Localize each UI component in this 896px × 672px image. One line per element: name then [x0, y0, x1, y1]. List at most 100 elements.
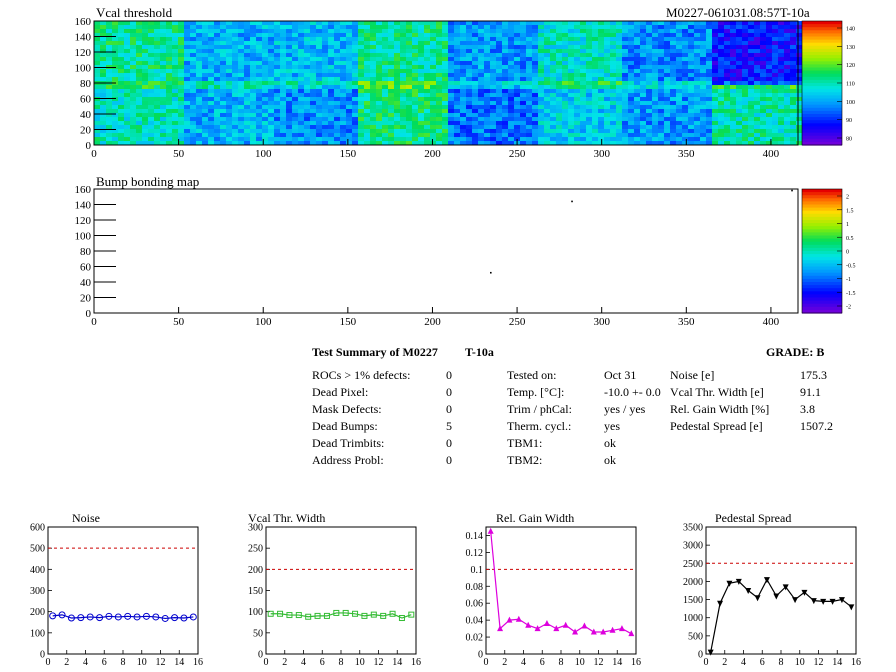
heat-cell	[178, 125, 185, 130]
heat-cell	[508, 117, 515, 122]
data-point	[726, 580, 733, 587]
x-tick-label: 6	[760, 657, 765, 668]
heat-cell	[346, 45, 353, 50]
heat-cell	[280, 89, 287, 94]
heat-cell	[760, 29, 767, 34]
heat-cell	[556, 141, 563, 146]
heat-cell	[298, 57, 305, 62]
heat-cell	[352, 109, 359, 114]
heat-cell	[130, 97, 137, 102]
heat-cell	[130, 101, 137, 106]
heat-cell	[670, 61, 677, 66]
heat-cell	[412, 125, 419, 130]
heat-cell	[598, 69, 605, 74]
heat-cell	[286, 73, 293, 78]
heat-cell	[448, 109, 455, 114]
heat-cell	[526, 125, 533, 130]
heat-cell	[304, 29, 311, 34]
heat-cell	[328, 29, 335, 34]
heat-cell	[652, 41, 659, 46]
heat-cell	[514, 53, 521, 58]
heat-cell	[454, 137, 461, 142]
heat-cell	[616, 45, 623, 50]
heat-cell	[226, 137, 233, 142]
heat-cell	[772, 125, 779, 130]
heat-cell	[274, 85, 281, 90]
heat-cell	[352, 93, 359, 98]
heat-cell	[202, 21, 209, 26]
heat-cell	[424, 129, 431, 134]
heat-cell	[394, 133, 401, 138]
heat-cell	[196, 105, 203, 110]
heat-cell	[232, 101, 239, 106]
heat-cell	[646, 105, 653, 110]
heat-cell	[112, 129, 119, 134]
heat-cell	[796, 61, 803, 66]
heat-cell	[604, 133, 611, 138]
heat-cell	[298, 25, 305, 30]
heat-cell	[130, 109, 137, 114]
heat-cell	[712, 69, 719, 74]
heat-cell	[298, 69, 305, 74]
heat-cell	[502, 69, 509, 74]
heat-cell	[706, 41, 713, 46]
heat-cell	[754, 69, 761, 74]
heat-cell	[658, 73, 665, 78]
heat-cell	[658, 57, 665, 62]
heat-cell	[394, 21, 401, 26]
heat-cell	[310, 89, 317, 94]
heat-cell	[148, 37, 155, 42]
heat-cell	[754, 73, 761, 78]
heat-cell	[496, 53, 503, 58]
heat-cell	[760, 61, 767, 66]
heat-cell	[778, 69, 785, 74]
heat-cell	[742, 33, 749, 38]
heat-cell	[292, 25, 299, 30]
heat-cell	[568, 57, 575, 62]
heat-cell	[460, 65, 467, 70]
heat-cell	[790, 69, 797, 74]
heat-cell	[754, 21, 761, 26]
heat-cell	[250, 45, 257, 50]
heat-cell	[118, 101, 125, 106]
heat-cell	[316, 93, 323, 98]
heat-cell	[208, 77, 215, 82]
heat-cell	[628, 69, 635, 74]
heat-cell	[400, 93, 407, 98]
heat-cell	[526, 133, 533, 138]
heat-cell	[124, 117, 131, 122]
heat-cell	[112, 105, 119, 110]
heat-cell	[364, 121, 371, 126]
heat-cell	[742, 105, 749, 110]
heat-cell	[634, 65, 641, 70]
heat-cell	[340, 21, 347, 26]
heat-cell	[124, 141, 131, 146]
heat-cell	[208, 81, 215, 86]
heat-cell	[664, 77, 671, 82]
heat-cell	[268, 33, 275, 38]
heat-cell	[250, 113, 257, 118]
heat-cell	[508, 65, 515, 70]
heat-cell	[448, 69, 455, 74]
heat-cell	[472, 117, 479, 122]
heat-cell	[796, 101, 803, 106]
heat-cell	[94, 41, 101, 46]
heat-cell	[736, 77, 743, 82]
heat-cell	[226, 117, 233, 122]
heat-cell	[622, 113, 629, 118]
y-tick-label: 160	[75, 16, 92, 28]
heat-cell	[244, 113, 251, 118]
heat-cell	[370, 21, 377, 26]
heat-cell	[448, 37, 455, 42]
heat-cell	[412, 109, 419, 114]
heat-cell	[400, 53, 407, 58]
heat-cell	[544, 93, 551, 98]
heat-cell	[94, 101, 101, 106]
heat-cell	[262, 61, 269, 66]
heat-cell	[580, 113, 587, 118]
heat-cell	[772, 141, 779, 146]
heat-cell	[94, 25, 101, 30]
heat-cell	[94, 93, 101, 98]
heat-cell	[592, 109, 599, 114]
heat-cell	[544, 133, 551, 138]
